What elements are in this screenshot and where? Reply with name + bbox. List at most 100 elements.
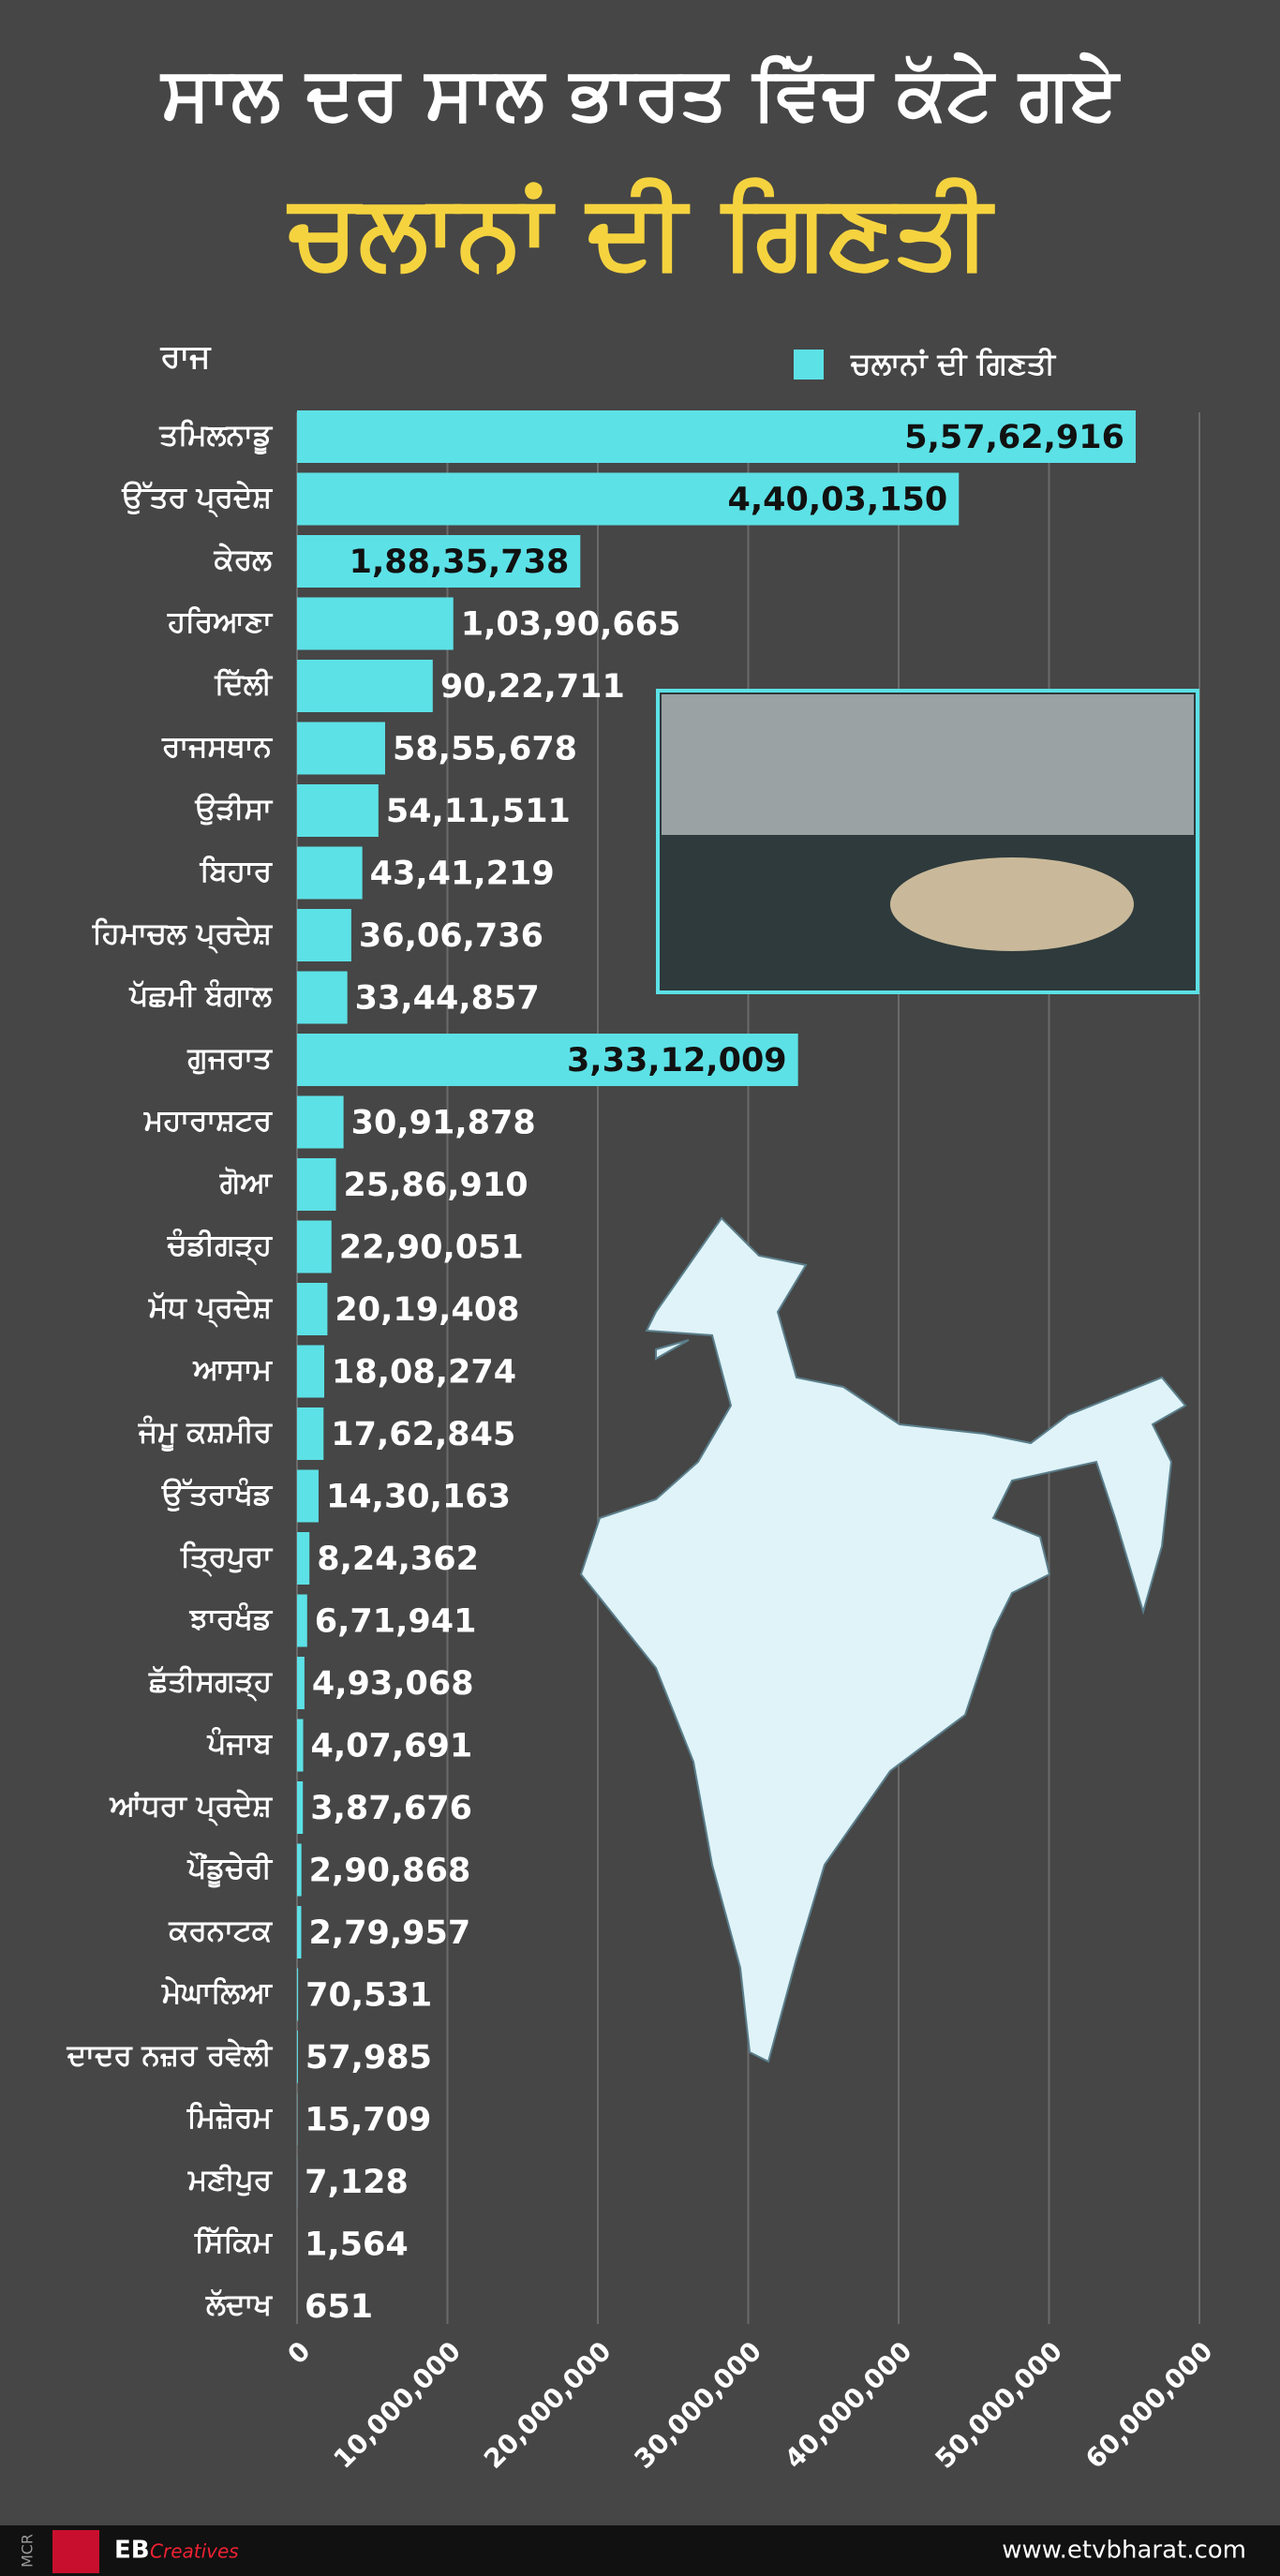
decor: [579, 689, 1199, 2063]
value-label: 2,90,868: [309, 1853, 471, 1890]
y-tick-label: ਝਾਰਖੰਡ: [189, 1602, 274, 1636]
y-tick-label: ਦਾਦਰ ਨਜ਼ਰ ਰਵੇਲੀ: [67, 2038, 274, 2073]
bar: [297, 1719, 304, 1772]
value-label: 36,06,736: [359, 917, 543, 955]
value-label: 4,40,03,150: [728, 482, 948, 519]
value-label: 2,79,957: [308, 1914, 470, 1952]
bar: [297, 1594, 307, 1647]
bar: [297, 1469, 319, 1523]
bar: [297, 722, 385, 775]
y-tick-label: ਉੱਤਰਾਖੰਡ: [161, 1478, 274, 1512]
footer-brand: EB: [114, 2537, 150, 2565]
bar: [297, 1843, 302, 1897]
value-label: 20,19,408: [335, 1291, 519, 1329]
bar: [297, 1345, 325, 1398]
value-label: 43,41,219: [370, 856, 555, 893]
value-label: 4,07,691: [311, 1728, 473, 1765]
value-label: 30,91,878: [351, 1105, 536, 1142]
value-label: 17,62,845: [331, 1416, 515, 1453]
value-label: 22,90,051: [339, 1229, 524, 1267]
value-label: 33,44,857: [355, 980, 540, 1018]
y-tick-label: ਆਸਾਮ: [192, 1353, 273, 1387]
bar: [297, 1283, 328, 1335]
bar: [297, 2031, 298, 2083]
y-tick-label: ਪੌਂਡੂਚੇਰੀ: [186, 1851, 273, 1888]
footer-code: MCR: [19, 2534, 37, 2568]
bar: [297, 909, 351, 961]
value-label: 58,55,678: [393, 731, 577, 768]
footer-brand-sub: Creatives: [150, 2540, 239, 2563]
y-tick-label: ਰਾਜਸਥਾਨ: [161, 730, 273, 764]
bar: [297, 784, 379, 837]
y-tick-label: ਮਣੀਪੁਰ: [187, 2164, 274, 2197]
y-tick-label: ਮੇਘਾਲਿਆ: [161, 1975, 273, 2010]
y-tick-label: ਤ੍ਰਿਪੁਰਾ: [180, 1541, 274, 1578]
photo-car: [890, 857, 1134, 951]
y-tick-label: ਹਿਮਾਚਲ ਪ੍ਰਦੇਸ਼: [92, 916, 274, 955]
bar: [297, 410, 1136, 463]
legend-swatch: [794, 350, 824, 380]
value-label: 14,30,163: [326, 1479, 511, 1516]
bar: [297, 597, 454, 650]
value-label: 90,22,711: [440, 668, 625, 706]
y-tick-label: ਕਰਨਾਟਕ: [168, 1914, 273, 1948]
chart-title: ਸਾਲ ਦਰ ਸਾਲ ਭਾਰਤ ਵਿੱਚ ਕੱਟੇ ਗਏ: [159, 52, 1121, 136]
value-label: 15,709: [305, 2102, 431, 2139]
y-tick-label: ਕੇਰਲ: [214, 543, 273, 577]
y-tick-label: ਮਹਾਰਾਸ਼ਟਰ: [143, 1104, 274, 1138]
photo-sky: [662, 694, 1194, 835]
value-label: 7,128: [305, 2164, 409, 2201]
y-tick-label: ਉੜੀਸਾ: [195, 793, 275, 826]
y-axis-label: ਰਾਜ: [159, 338, 212, 376]
bar: [297, 535, 581, 588]
y-tick-label: ਸਿੱਕਿਮ: [194, 2226, 274, 2259]
logo: [52, 2530, 99, 2573]
bar: [297, 1407, 324, 1460]
y-tick-label: ਲੱਦਾਖ: [205, 2288, 273, 2322]
value-label: 57,985: [305, 2039, 432, 2077]
bar: [297, 1968, 299, 2021]
chart-subtitle: ਚਲਾਨਾਂ ਦੀ ਗਿਣਤੀ: [286, 171, 995, 290]
value-label: 1,03,90,665: [461, 606, 681, 644]
bar: [297, 1532, 310, 1585]
footer-band: [0, 2525, 1280, 2576]
y-tick-label: ਮਿਜ਼ੋਰਮ: [186, 2101, 274, 2135]
value-label: 54,11,511: [386, 793, 571, 830]
y-tick-label: ਦਿੱਲੀ: [214, 668, 273, 702]
value-label: 18,08,274: [332, 1354, 516, 1392]
y-tick-label: ਪੱਛਮੀ ਬੰਗਾਲ: [128, 979, 273, 1013]
value-label: 4,93,068: [312, 1665, 474, 1703]
india-map: [579, 1216, 1187, 2063]
value-label: 5,57,62,916: [904, 419, 1124, 456]
value-label: 651: [305, 2288, 373, 2326]
legend-label: ਚਲਾਨਾਂ ਦੀ ਗਿਣਤੀ: [850, 346, 1056, 381]
bar: [297, 1034, 798, 1086]
bar: [297, 1781, 304, 1834]
y-tick-label: ਪੰਜਾਬ: [207, 1727, 274, 1761]
y-tick-label: ਉੱਤਰ ਪ੍ਰਦੇਸ਼: [121, 480, 273, 518]
y-tick-label: ਬਿਹਾਰ: [200, 855, 274, 888]
bar: [297, 1220, 332, 1273]
y-tick-label: ਜੰਮੂ ਕਸ਼ਮੀਰ: [138, 1416, 274, 1452]
bar: [297, 846, 363, 900]
bar: [297, 1158, 336, 1211]
value-label: 1,564: [305, 2226, 409, 2264]
bar: [297, 1657, 305, 1709]
y-tick-label: ਹਰਿਆਣਾ: [167, 605, 274, 639]
y-tick-label: ਛੱਤੀਸਗੜ੍ਹ: [148, 1665, 273, 1703]
value-label: 3,87,676: [310, 1790, 472, 1827]
y-tick-label: ਮੱਧ ਪ੍ਰਦੇਸ਼: [148, 1290, 273, 1329]
bar: [297, 472, 960, 526]
y-tick-label: ਗੋਆ: [219, 1167, 274, 1200]
footer-url: www.etvbharat.com: [1002, 2537, 1246, 2565]
value-label: 70,531: [305, 1977, 432, 2015]
value-label: 6,71,941: [315, 1603, 477, 1641]
bar: [297, 1095, 344, 1149]
bar: [297, 1906, 302, 1958]
y-tick-label: ਆਂਧਰਾ ਪ੍ਰਦੇਸ਼: [109, 1789, 273, 1827]
y-tick-label: ਤਮਿਲਨਾਡੂ: [158, 419, 273, 455]
bar: [297, 971, 348, 1024]
value-label: 8,24,362: [317, 1541, 479, 1578]
